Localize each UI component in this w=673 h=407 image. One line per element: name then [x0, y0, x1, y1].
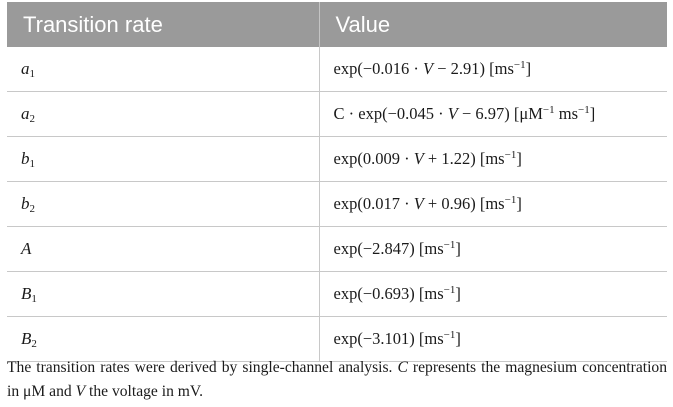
transition-rate-symbol: a2: [7, 91, 320, 137]
transition-rate-value: exp(−3.101) [ms−1]: [319, 316, 667, 362]
transition-rate-symbol: b2: [7, 181, 320, 227]
symbol-letter: B: [21, 329, 32, 348]
transition-rate-symbol: B1: [7, 271, 320, 317]
transition-rate-value: exp(0.017 · V + 0.96) [ms−1]: [319, 181, 667, 227]
symbol-letter: b: [21, 149, 30, 168]
header-transition-rate: Transition rate: [7, 2, 320, 47]
transition-rate-value: C · exp(−0.045 · V − 6.97) [μM−1 ms−1]: [319, 91, 667, 137]
transition-rate-value: exp(−2.847) [ms−1]: [319, 226, 667, 272]
transition-rate-value: exp(−0.016 · V − 2.91) [ms−1]: [319, 47, 667, 92]
transition-rate-symbol: A: [7, 226, 320, 272]
symbol-subscript: 2: [29, 203, 36, 215]
transition-rate-table-container: Transition rate Value a1 exp(−0.016 · V −…: [7, 2, 667, 362]
table-header: Transition rate Value: [7, 2, 667, 47]
header-value: Value: [319, 2, 667, 47]
symbol-subscript: 1: [29, 68, 36, 80]
symbol-letter: b: [21, 194, 30, 213]
transition-rate-symbol: B2: [7, 316, 320, 362]
symbol-subscript: 1: [31, 293, 37, 305]
transition-rate-symbol: b1: [7, 136, 320, 182]
table-row: b2 exp(0.017 · V + 0.96) [ms−1]: [7, 181, 667, 227]
table-row: b1 exp(0.009 · V + 1.22) [ms−1]: [7, 136, 667, 182]
symbol-subscript: 2: [29, 113, 36, 125]
header-row: Transition rate Value: [7, 2, 667, 47]
transition-rate-symbol: a1: [7, 47, 320, 92]
table-row: a2 C · exp(−0.045 · V − 6.97) [μM−1 ms−1]: [7, 91, 667, 137]
transition-rate-value: exp(−0.693) [ms−1]: [319, 271, 667, 317]
table-body: a1 exp(−0.016 · V − 2.91) [ms−1] a2 C · exp…: [7, 47, 667, 362]
transition-rate-value: exp(0.009 · V + 1.22) [ms−1]: [319, 136, 667, 182]
symbol-letter: a: [21, 59, 30, 78]
symbol-letter: A: [21, 239, 32, 258]
table-row: B2 exp(−3.101) [ms−1]: [7, 316, 667, 362]
table-row: a1 exp(−0.016 · V − 2.91) [ms−1]: [7, 47, 667, 92]
symbol-letter: a: [21, 104, 30, 123]
symbol-subscript: 2: [31, 338, 37, 350]
transition-rate-table: Transition rate Value a1 exp(−0.016 · V −…: [7, 2, 667, 362]
table-footnote: The transition rates were derived by sin…: [7, 359, 667, 400]
table-row: B1 exp(−0.693) [ms−1]: [7, 271, 667, 317]
symbol-subscript: 1: [29, 158, 36, 170]
symbol-letter: B: [21, 284, 32, 303]
